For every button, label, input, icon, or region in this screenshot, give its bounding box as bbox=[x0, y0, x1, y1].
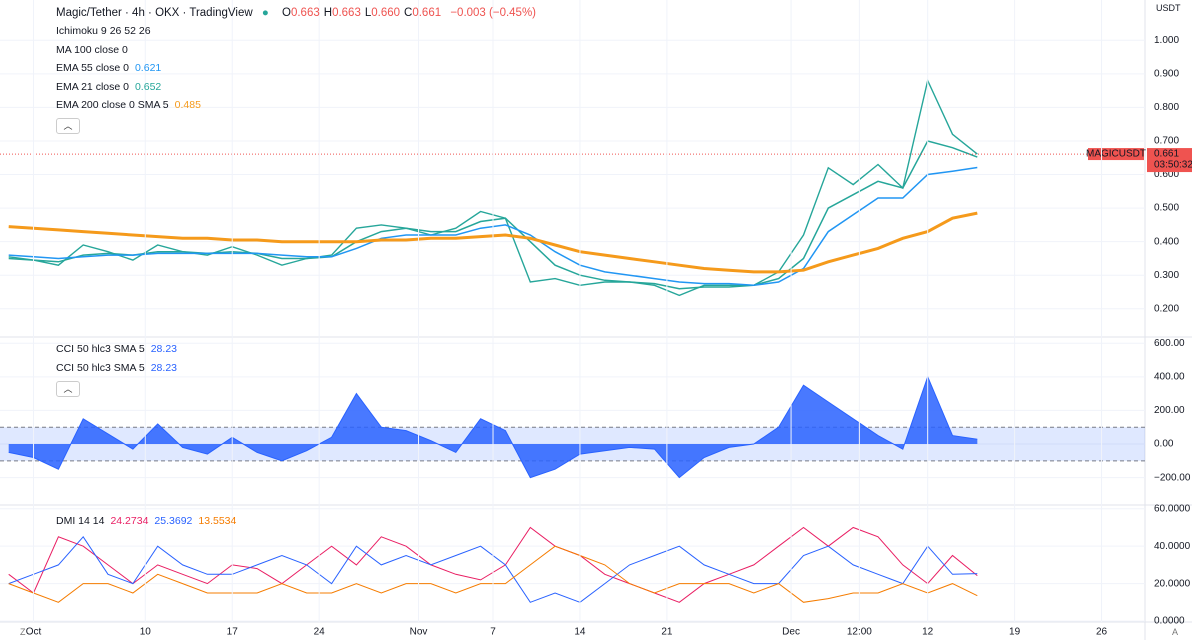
y-tick-label: 0.600 bbox=[1154, 169, 1179, 180]
legend-name: Ichimoku 9 26 52 26 bbox=[56, 25, 151, 37]
y-tick-label: 0.200 bbox=[1154, 303, 1179, 314]
x-tick-label: 7 bbox=[490, 627, 496, 638]
y-tick-label: −200.00 bbox=[1154, 472, 1191, 483]
x-tick-label: 14 bbox=[574, 627, 586, 638]
y-tick-label: 0.400 bbox=[1154, 236, 1179, 247]
legend-value: 24.2734 bbox=[110, 515, 149, 527]
x-tick-label: 12:00 bbox=[847, 627, 872, 638]
y-tick-label: 400.00 bbox=[1154, 371, 1185, 382]
legend-item: EMA 21 close 0 0.652 bbox=[56, 81, 161, 93]
legend-value: 25.3692 bbox=[154, 515, 193, 527]
legend-name: EMA 55 close 0 bbox=[56, 62, 129, 74]
ohlc-value: 0.663 bbox=[332, 7, 361, 19]
y-tick-label: 0.00 bbox=[1154, 439, 1174, 450]
price-tag-label: 0.661 bbox=[1154, 149, 1179, 160]
legend-name: MA 100 close 0 bbox=[56, 43, 128, 56]
corner[interactable]: Z bbox=[20, 627, 26, 637]
legend-value: 0.621 bbox=[134, 62, 162, 74]
ohlc: O0.663 H0.663 L0.660 C0.661 bbox=[278, 7, 441, 19]
legend-value: 28.23 bbox=[150, 362, 177, 374]
y-tick-label: 0.800 bbox=[1154, 102, 1179, 113]
x-tick-label: Nov bbox=[410, 627, 428, 638]
ohlc-key: C bbox=[404, 7, 413, 19]
legend-value: 28.23 bbox=[150, 343, 177, 355]
x-tick-label: Oct bbox=[26, 627, 42, 638]
x-tick-label: 21 bbox=[661, 627, 673, 638]
ohlc-key: O bbox=[282, 7, 291, 19]
x-tick-label: 10 bbox=[140, 627, 152, 638]
collapse-button[interactable]: ︿ bbox=[56, 118, 80, 134]
corner[interactable]: A bbox=[1172, 627, 1179, 637]
y-tick-label: 0.300 bbox=[1154, 270, 1179, 281]
collapse-button[interactable]: ︿ bbox=[56, 381, 80, 397]
countdown-label: 03:50:32 bbox=[1154, 160, 1192, 171]
x-tick-label: 19 bbox=[1009, 627, 1021, 638]
price-tag bbox=[1147, 148, 1192, 173]
y-tick-label: 60.0000 bbox=[1154, 503, 1191, 514]
change: −0.003 (−0.45%) bbox=[450, 7, 536, 19]
legend-value: 13.5534 bbox=[198, 515, 237, 527]
x-tick-label: 12 bbox=[922, 627, 934, 638]
legend-name: CCI 50 hlc3 SMA 5 bbox=[56, 362, 145, 374]
ohlc-value: 0.661 bbox=[412, 7, 442, 19]
x-tick-label: 24 bbox=[314, 627, 326, 638]
legend-item: DMI 14 14 24.2734 25.3692 13.5534 bbox=[56, 515, 236, 527]
legend-name: DMI 14 14 bbox=[56, 515, 105, 527]
y-tick-label: 200.00 bbox=[1154, 405, 1185, 416]
x-tick-label: 17 bbox=[227, 627, 239, 638]
legend-value: 0.652 bbox=[134, 80, 162, 93]
y-tick-label: 1.000 bbox=[1154, 35, 1179, 46]
legend-name: CCI 50 hlc3 SMA 5 bbox=[56, 343, 145, 355]
ohlc-value: 0.660 bbox=[371, 7, 401, 19]
legend-name: EMA 200 close 0 SMA 5 bbox=[56, 99, 169, 111]
ohlc-key: H bbox=[323, 7, 333, 19]
legend-item: MA 100 close 0 bbox=[56, 44, 128, 56]
y-tick-label: 20.0000 bbox=[1154, 578, 1191, 589]
x-tick-label: 26 bbox=[1096, 627, 1108, 638]
legend-item: CCI 50 hlc3 SMA 5 28.23 bbox=[56, 343, 177, 355]
dot: ● bbox=[261, 7, 269, 19]
y-tick-label: 0.900 bbox=[1154, 68, 1179, 79]
title: Magic/Tether · 4h · OKX · TradingView bbox=[56, 7, 253, 19]
y-tick-label: 0.0000 bbox=[1154, 616, 1185, 627]
legend-item: EMA 200 close 0 SMA 5 0.485 bbox=[56, 99, 201, 111]
legend-name: EMA 21 close 0 bbox=[56, 80, 129, 93]
y-tick-label: 600.00 bbox=[1154, 338, 1185, 349]
y-tick-label: 0.700 bbox=[1154, 136, 1179, 147]
symbol-tag-label: MAGICUSDT bbox=[1086, 149, 1146, 160]
legend-item: EMA 55 close 0 0.621 bbox=[56, 62, 161, 74]
legend-value: 0.485 bbox=[174, 99, 201, 111]
y-tick-label: 40.0000 bbox=[1154, 541, 1191, 552]
ohlc-value: 0.663 bbox=[290, 7, 320, 19]
ohlc-key: L bbox=[364, 7, 372, 19]
x-tick-label: Dec bbox=[782, 627, 800, 638]
y-tick-label: 0.500 bbox=[1154, 203, 1179, 214]
legend-item: CCI 50 hlc3 SMA 5 28.23 bbox=[56, 362, 177, 374]
currency[interactable]: USDT bbox=[1156, 3, 1181, 13]
header: Magic/Tether · 4h · OKX · TradingView ● … bbox=[56, 7, 536, 19]
legend-item: Ichimoku 9 26 52 26 bbox=[56, 25, 151, 37]
